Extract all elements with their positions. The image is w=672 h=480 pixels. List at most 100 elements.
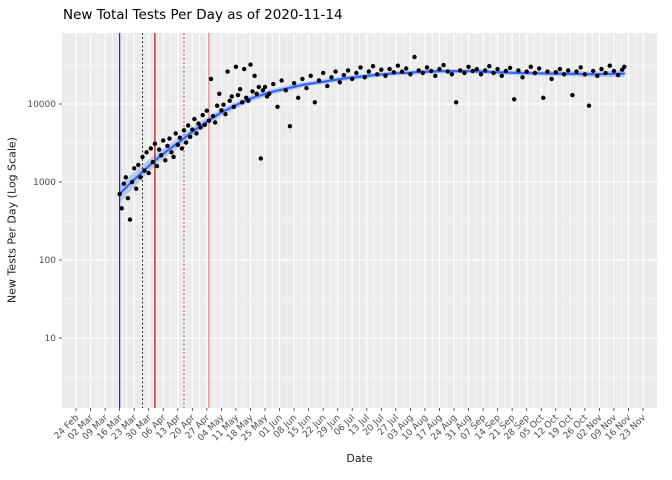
data-point — [173, 131, 178, 136]
data-point — [516, 68, 521, 73]
vertical-reference-lines — [119, 33, 210, 408]
data-point — [541, 95, 546, 101]
data-point — [578, 65, 583, 70]
data-point — [150, 159, 155, 165]
data-point — [127, 217, 133, 222]
data-point — [404, 66, 409, 71]
data-point — [275, 104, 280, 110]
data-point — [341, 72, 347, 78]
data-point — [478, 72, 484, 77]
data-point — [358, 65, 363, 70]
data-point — [483, 68, 488, 73]
chart-title: New Total Tests Per Day as of 2020-11-14 — [63, 7, 343, 23]
data-point — [177, 135, 182, 140]
data-point — [512, 97, 517, 102]
data-point — [179, 146, 185, 151]
y-axis-label: New Tests Per Day (Log Scale) — [5, 137, 19, 303]
data-point — [622, 64, 627, 70]
data-point — [287, 124, 293, 129]
y-tick-label: 1000 — [33, 178, 56, 188]
data-point — [134, 186, 139, 191]
data-point — [553, 70, 558, 75]
data-point — [121, 181, 127, 186]
y-axis-ticks: 10 100 1000 10000 — [27, 100, 62, 344]
data-point — [582, 72, 587, 77]
data-point — [146, 170, 151, 176]
data-point — [202, 122, 207, 128]
data-point — [507, 65, 513, 71]
data-point — [194, 131, 199, 136]
data-point — [350, 76, 355, 82]
data-point — [603, 70, 608, 76]
data-point — [329, 75, 334, 80]
data-point — [362, 75, 367, 80]
data-point — [354, 70, 359, 76]
data-point — [159, 153, 164, 158]
data-point — [595, 73, 600, 79]
data-point — [304, 85, 309, 91]
data-point — [433, 73, 438, 79]
data-point — [152, 141, 158, 146]
data-point — [391, 70, 396, 75]
data-point — [132, 166, 137, 171]
data-point — [142, 168, 147, 173]
x-axis-label: Date — [346, 452, 373, 465]
data-point — [117, 191, 122, 197]
data-point — [246, 98, 251, 104]
data-point — [549, 76, 554, 82]
data-point — [503, 68, 509, 74]
data-point — [449, 72, 455, 77]
data-point — [271, 81, 276, 87]
data-point — [210, 113, 216, 119]
data-point — [420, 70, 425, 76]
data-point — [258, 156, 263, 161]
data-point — [190, 127, 195, 132]
data-point — [167, 136, 172, 141]
data-point — [250, 89, 255, 94]
data-point — [458, 68, 463, 73]
data-point — [206, 118, 212, 123]
data-point — [175, 142, 180, 147]
data-point — [300, 76, 305, 82]
data-point — [557, 66, 563, 72]
data-point — [462, 70, 467, 76]
data-point — [217, 91, 222, 97]
minor-gridlines — [62, 33, 657, 408]
y-tick-label: 10 — [45, 334, 57, 344]
data-point — [233, 64, 239, 70]
data-point — [196, 121, 201, 126]
data-point — [308, 73, 313, 79]
data-point — [169, 150, 174, 155]
data-point — [225, 69, 230, 74]
data-point — [123, 175, 128, 180]
data-point — [312, 100, 317, 105]
data-point — [387, 66, 392, 72]
data-point — [215, 103, 220, 108]
data-point — [296, 95, 301, 101]
data-point — [279, 78, 284, 83]
data-point — [140, 154, 145, 160]
data-point — [260, 88, 266, 93]
data-point — [537, 66, 542, 71]
data-point — [366, 69, 371, 74]
data-point — [235, 92, 241, 98]
data-point — [424, 65, 430, 70]
data-point — [399, 69, 405, 74]
data-point — [208, 76, 214, 82]
smooth-trend-line — [118, 70, 626, 196]
data-point — [591, 68, 596, 74]
data-point — [213, 120, 218, 125]
data-point — [383, 73, 388, 79]
data-point — [532, 70, 538, 76]
data-point — [441, 62, 446, 68]
data-point — [138, 175, 143, 180]
data-point — [570, 92, 575, 98]
data-point — [163, 158, 168, 163]
data-point — [136, 162, 141, 168]
data-point — [156, 147, 162, 152]
data-point — [183, 140, 189, 145]
data-point — [499, 73, 504, 79]
data-point — [408, 72, 413, 77]
